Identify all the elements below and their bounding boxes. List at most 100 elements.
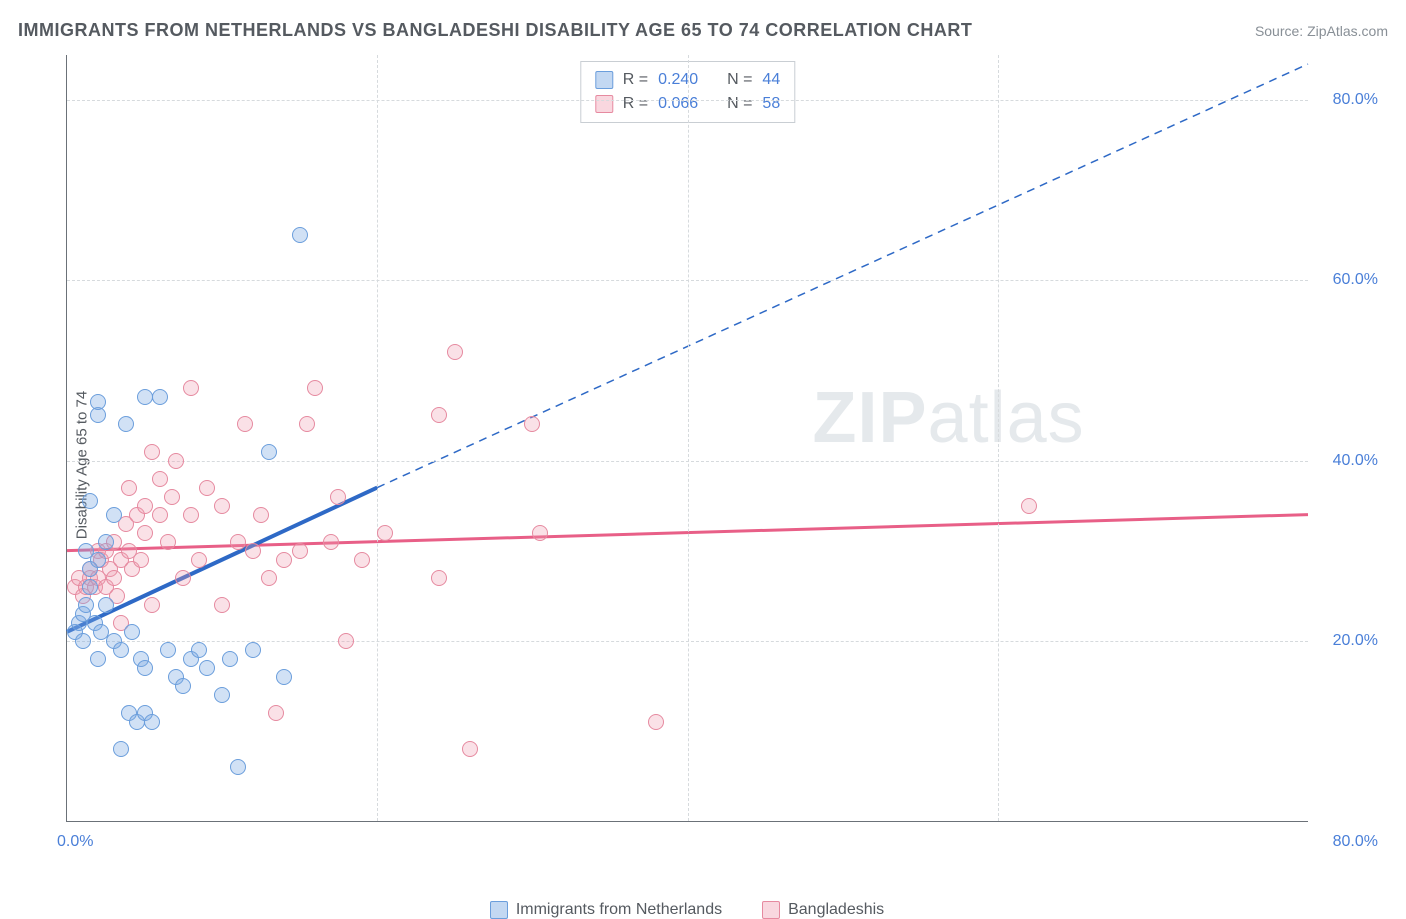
data-point [160, 642, 176, 658]
y-tick-label: 60.0% [1318, 271, 1378, 289]
data-point [152, 507, 168, 523]
data-point [253, 507, 269, 523]
data-point [462, 741, 478, 757]
data-point [1021, 498, 1037, 514]
legend-item-2: Bangladeshis [762, 901, 884, 919]
gridline-v [688, 55, 689, 821]
data-point [268, 705, 284, 721]
watermark-bold: ZIP [813, 378, 928, 458]
data-point [323, 534, 339, 550]
chart-title: IMMIGRANTS FROM NETHERLANDS VS BANGLADES… [18, 20, 972, 41]
data-point [144, 714, 160, 730]
data-point [191, 642, 207, 658]
data-point [377, 525, 393, 541]
data-point [98, 597, 114, 613]
data-point [75, 633, 91, 649]
legend-swatch-pink-icon [762, 901, 780, 919]
data-point [222, 651, 238, 667]
data-point [121, 480, 137, 496]
y-tick-label: 40.0% [1318, 452, 1378, 470]
swatch-pink-icon [595, 95, 613, 113]
x-tick-min: 0.0% [57, 833, 93, 851]
data-point [199, 480, 215, 496]
data-point [175, 678, 191, 694]
data-point [133, 552, 149, 568]
data-point [152, 471, 168, 487]
source-attribution: Source: ZipAtlas.com [1255, 23, 1388, 39]
data-point [447, 344, 463, 360]
legend-label-2: Bangladeshis [788, 901, 884, 919]
data-point [261, 570, 277, 586]
data-point [78, 597, 94, 613]
data-point [98, 534, 114, 550]
n-label: N = [727, 68, 752, 92]
data-point [214, 597, 230, 613]
r-value-1: 0.240 [658, 68, 698, 92]
data-point [164, 489, 180, 505]
data-point [199, 660, 215, 676]
data-point [292, 227, 308, 243]
swatch-blue-icon [595, 71, 613, 89]
n-label: N = [727, 92, 752, 116]
data-point [431, 407, 447, 423]
legend-swatch-blue-icon [490, 901, 508, 919]
n-value-1: 44 [762, 68, 780, 92]
data-point [230, 534, 246, 550]
data-point [648, 714, 664, 730]
bottom-legend: Immigrants from Netherlands Bangladeshis [66, 901, 1308, 919]
r-label: R = [623, 68, 648, 92]
data-point [245, 543, 261, 559]
data-point [137, 389, 153, 405]
data-point [245, 642, 261, 658]
data-point [307, 380, 323, 396]
y-tick-label: 20.0% [1318, 632, 1378, 650]
data-point [276, 669, 292, 685]
data-point [144, 444, 160, 460]
legend-item-1: Immigrants from Netherlands [490, 901, 722, 919]
data-point [524, 416, 540, 432]
x-tick-max: 80.0% [1333, 833, 1378, 851]
data-point [113, 741, 129, 757]
plot-area: ZIPatlas R = 0.240 N = 44 R = 0.066 N = … [66, 55, 1308, 822]
data-point [183, 380, 199, 396]
data-point [230, 759, 246, 775]
data-point [183, 507, 199, 523]
data-point [106, 570, 122, 586]
data-point [299, 416, 315, 432]
data-point [214, 687, 230, 703]
data-point [90, 394, 106, 410]
legend-label-1: Immigrants from Netherlands [516, 901, 722, 919]
data-point [152, 389, 168, 405]
data-point [90, 651, 106, 667]
watermark: ZIPatlas [813, 377, 1085, 459]
data-point [82, 493, 98, 509]
data-point [191, 552, 207, 568]
data-point [106, 507, 122, 523]
data-point [137, 660, 153, 676]
data-point [168, 453, 184, 469]
data-point [354, 552, 370, 568]
data-point [330, 489, 346, 505]
y-tick-label: 80.0% [1318, 91, 1378, 109]
data-point [175, 570, 191, 586]
data-point [532, 525, 548, 541]
r-label: R = [623, 92, 648, 116]
data-point [144, 597, 160, 613]
n-value-2: 58 [762, 92, 780, 116]
watermark-thin: atlas [928, 378, 1085, 458]
chart-container: Disability Age 65 to 74 ZIPatlas R = 0.2… [18, 55, 1388, 874]
data-point [237, 416, 253, 432]
data-point [276, 552, 292, 568]
data-point [338, 633, 354, 649]
data-point [261, 444, 277, 460]
data-point [214, 498, 230, 514]
data-point [118, 416, 134, 432]
data-point [124, 624, 140, 640]
data-point [82, 579, 98, 595]
r-value-2: 0.066 [658, 92, 698, 116]
gridline-v [998, 55, 999, 821]
data-point [160, 534, 176, 550]
data-point [137, 498, 153, 514]
source-name: ZipAtlas.com [1307, 23, 1388, 39]
data-point [292, 543, 308, 559]
